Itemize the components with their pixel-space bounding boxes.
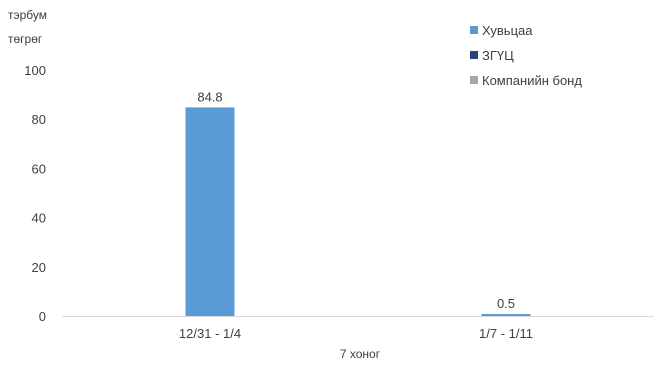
y-axis-title-line-2: төгрөг	[8, 32, 43, 46]
x-tick-label: 1/7 - 1/11	[479, 326, 533, 341]
legend-swatch	[470, 76, 478, 84]
y-axis-title-line-1: тэрбум	[8, 8, 47, 22]
data-labels: 84.8 0.5	[197, 89, 515, 311]
y-tick-label: 100	[24, 63, 46, 78]
x-tick-label: 12/31 - 1/4	[179, 326, 241, 341]
legend-label: Хувьцаа	[482, 23, 533, 38]
y-tick-label: 60	[32, 161, 46, 176]
y-tick-label: 80	[32, 112, 46, 127]
y-tick-labels: 0 20 40 60 80 100	[24, 63, 46, 324]
x-tick-labels: 12/31 - 1/4 1/7 - 1/11	[179, 326, 533, 341]
legend: Хувьцаа ЗГҮЦ Компанийн бонд	[470, 23, 582, 88]
y-tick-label: 40	[32, 211, 46, 226]
bar-series	[185, 107, 531, 316]
legend-swatch	[470, 51, 478, 59]
bar	[185, 107, 235, 316]
bar-data-label: 84.8	[197, 89, 222, 104]
bar-data-label: 0.5	[497, 296, 515, 311]
x-axis-title: 7 хоног	[340, 347, 381, 361]
y-tick-label: 0	[39, 309, 46, 324]
y-tick-label: 20	[32, 260, 46, 275]
legend-swatch	[470, 26, 478, 34]
legend-label: Компанийн бонд	[482, 73, 582, 88]
legend-label: ЗГҮЦ	[482, 48, 514, 63]
bar	[481, 314, 531, 316]
